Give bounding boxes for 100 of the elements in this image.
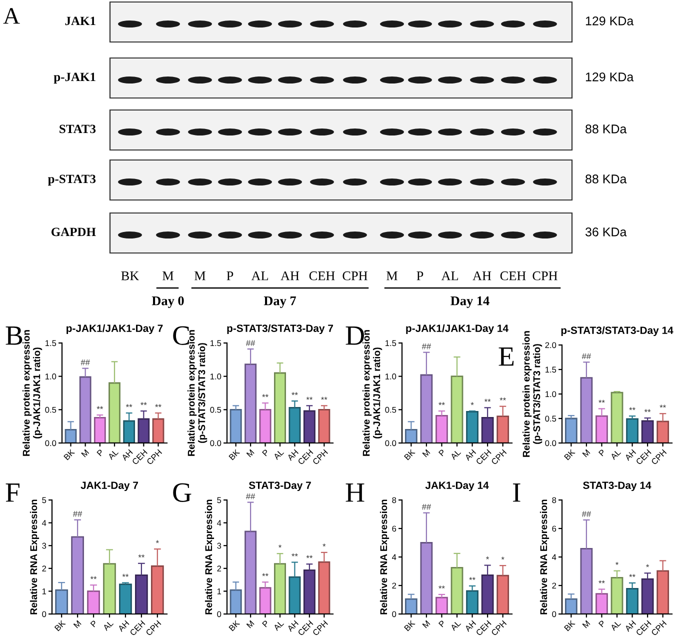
y-axis-title: Relative protein expression (p-JAK1/JAK1 ratio) (362, 330, 382, 456)
x-tick-label: BK (404, 448, 416, 460)
text: AL (251, 271, 268, 280)
annotation: ## (422, 344, 432, 350)
chart-title: JAK1-Day 7 (80, 482, 138, 492)
annotation: ** (140, 402, 147, 406)
annotation: ** (96, 406, 104, 410)
text: Day 7 (264, 296, 296, 308)
x-tick-label: P (438, 620, 446, 628)
x-tick-label: AH (286, 449, 299, 461)
annotation: ** (644, 409, 651, 412)
chart-title: p-JAK1/JAK1-Day 14 (406, 324, 508, 334)
y-tick-label: 1.5 (545, 366, 556, 373)
x-tick-label: BK (564, 448, 576, 460)
annotation: ** (629, 574, 636, 578)
y-tick-label: 2 (552, 582, 556, 589)
x-tick-label: BK (64, 448, 75, 460)
annotation: * (278, 544, 282, 548)
x-tick-label: M (422, 620, 430, 628)
annotation: ** (138, 554, 145, 558)
y-tick-label: 2 (217, 566, 222, 572)
text: p-STAT3 (48, 174, 96, 186)
y-tick-label: 1 (42, 588, 46, 594)
y-tick-label: 3 (42, 542, 46, 549)
annotation: ** (90, 576, 97, 580)
annotation: ** (660, 404, 666, 408)
annotation: * (501, 556, 504, 560)
text: 88 KDa (586, 124, 627, 134)
x-tick-label: AL (450, 620, 462, 632)
text: C (173, 326, 189, 345)
text: AL (441, 271, 458, 280)
y-tick-label: 4 (217, 520, 222, 526)
y-tick-label: 6 (552, 526, 556, 532)
annotation: * (616, 562, 618, 565)
annotation: ** (500, 397, 506, 400)
y-tick-label: 1.5 (385, 340, 396, 346)
x-tick-label: AL (102, 620, 114, 632)
text: M (386, 272, 398, 280)
y-tick-label: 2 (392, 582, 396, 589)
y-tick-label: 0 (552, 611, 556, 618)
y-tick-label: 1.0 (545, 391, 556, 398)
text: GAPDH (51, 228, 96, 236)
annotation: ## (246, 493, 256, 500)
chart-title: p-JAK1/JAK1-Day 7 (66, 324, 163, 334)
text: F (6, 483, 20, 502)
annotation: ** (292, 392, 298, 396)
x-tick-label: M (73, 620, 82, 628)
y-tick-label: 0.5 (45, 406, 56, 413)
text: D (346, 326, 364, 345)
text: M (194, 272, 206, 280)
x-tick-label: P (438, 449, 446, 456)
annotation: ** (321, 396, 328, 400)
annotation: ** (629, 407, 636, 410)
x-tick-label: M (582, 620, 590, 628)
text: P (226, 272, 234, 280)
text: 88 KDa (586, 174, 627, 184)
annotation: ** (484, 398, 491, 402)
annotation: ## (246, 340, 256, 346)
annotation: ** (598, 580, 605, 584)
y-tick-label: 0.0 (545, 440, 556, 446)
y-tick-label: 6 (392, 526, 396, 532)
y-tick-label: 0 (217, 611, 222, 618)
chart-title: p-STAT3/STAT3-Day 7 (227, 324, 333, 334)
text: JAK1 (65, 16, 96, 26)
x-tick-label: M (246, 620, 254, 628)
y-tick-label: 4 (552, 554, 556, 560)
annotation: ** (292, 553, 298, 556)
y-tick-label: 4 (42, 520, 46, 526)
annotation: * (322, 544, 326, 547)
x-tick-label: AL (450, 448, 462, 460)
x-tick-label: BK (54, 620, 66, 632)
x-tick-label: AH (464, 620, 476, 632)
annotation: ** (598, 400, 605, 403)
y-axis-title: Relative RNA Expression (204, 500, 214, 614)
y-tick-label: 0 (42, 611, 46, 618)
y-tick-label: 0.0 (45, 440, 56, 446)
annotation: * (470, 402, 474, 406)
text: AH (280, 271, 300, 280)
y-tick-label: 0.5 (385, 406, 396, 413)
text: Day 0 (152, 296, 184, 308)
x-tick-label: P (262, 620, 270, 628)
x-tick-label: AH (286, 620, 299, 632)
x-tick-label: BK (404, 620, 416, 632)
annotation: ** (306, 555, 313, 558)
annotation: * (486, 556, 490, 560)
annotation: ** (306, 396, 313, 400)
y-tick-label: 0.0 (210, 440, 222, 446)
text: A (3, 8, 20, 24)
text: 36 KDa (585, 228, 627, 236)
x-tick-label: AL (273, 620, 284, 632)
annotation: ** (262, 573, 268, 576)
y-tick-label: 5 (217, 497, 222, 504)
text: BK (121, 272, 140, 280)
y-axis-title: Relative RNA Expression (540, 500, 550, 614)
text: 129 KDa (586, 72, 634, 82)
y-tick-label: 8 (552, 497, 556, 504)
y-tick-label: 3 (217, 542, 222, 549)
text: M (162, 272, 174, 280)
annotation: * (646, 564, 650, 568)
y-tick-label: 0.0 (385, 440, 396, 446)
